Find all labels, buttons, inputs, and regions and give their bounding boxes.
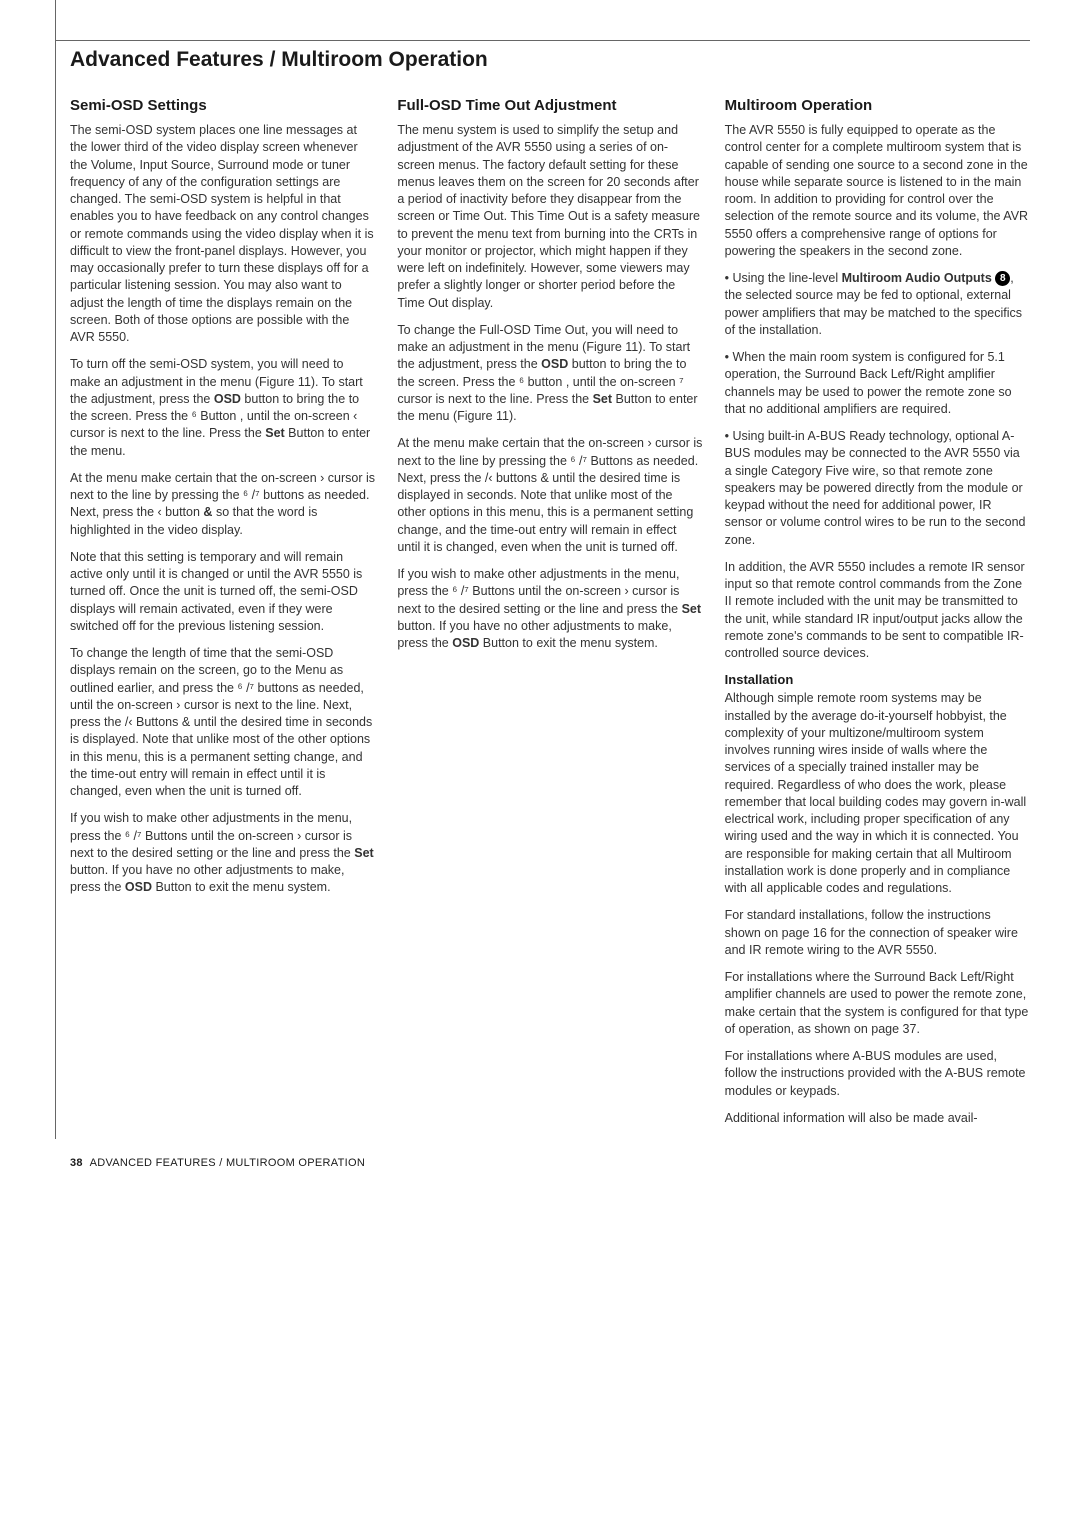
footer-text: ADVANCED FEATURES / MULTIROOM OPERATION xyxy=(90,1157,366,1169)
c1-p2: To turn off the semi-OSD system, you wil… xyxy=(70,356,375,460)
c2-p3: At the menu make certain that the on-scr… xyxy=(397,435,702,556)
c3-p5: In addition, the AVR 5550 includes a rem… xyxy=(725,559,1030,663)
c1-p4: Note that this setting is temporary and … xyxy=(70,549,375,635)
c2-p4: If you wish to make other adjustments in… xyxy=(397,566,702,652)
column-3: Multiroom Operation The AVR 5550 is full… xyxy=(725,97,1030,1127)
c2-p2: To change the Full-OSD Time Out, you wil… xyxy=(397,322,702,426)
column-1: Semi-OSD Settings The semi-OSD system pl… xyxy=(70,97,375,1127)
c3-p1: The AVR 5550 is fully equipped to operat… xyxy=(725,122,1030,260)
c3-p10: Additional information will also be made… xyxy=(725,1110,1030,1127)
c1-p5: To change the length of time that the se… xyxy=(70,645,375,800)
left-rule xyxy=(55,0,56,1139)
semi-osd-heading: Semi-OSD Settings xyxy=(70,97,375,114)
installation-heading: Installation xyxy=(725,672,1030,687)
full-osd-heading: Full-OSD Time Out Adjustment xyxy=(397,97,702,114)
column-2: Full-OSD Time Out Adjustment The menu sy… xyxy=(397,97,702,1127)
multiroom-heading: Multiroom Operation xyxy=(725,97,1030,114)
page-title: Advanced Features / Multiroom Operation xyxy=(70,40,1030,72)
page-number: 38 xyxy=(70,1157,83,1169)
c3-p7: For standard installations, follow the i… xyxy=(725,907,1030,959)
c3-p9: For installations where A-BUS modules ar… xyxy=(725,1048,1030,1100)
circled-8-icon: 8 xyxy=(995,271,1010,286)
c1-p1: The semi-OSD system places one line mess… xyxy=(70,122,375,346)
c3-p6: Although simple remote room systems may … xyxy=(725,690,1030,897)
c3-p3: • When the main room system is configure… xyxy=(725,349,1030,418)
content-columns: Semi-OSD Settings The semi-OSD system pl… xyxy=(70,97,1030,1127)
c2-p1: The menu system is used to simplify the … xyxy=(397,122,702,312)
c3-p2: • Using the line-level Multiroom Audio O… xyxy=(725,270,1030,339)
c3-p8: For installations where the Surround Bac… xyxy=(725,969,1030,1038)
c1-p6: If you wish to make other adjustments in… xyxy=(70,810,375,896)
footer: 38 ADVANCED FEATURES / MULTIROOM OPERATI… xyxy=(70,1157,1030,1169)
c3-p4: • Using built-in A-BUS Ready technology,… xyxy=(725,428,1030,549)
top-rule xyxy=(55,40,1030,41)
c1-p3: At the menu make certain that the on-scr… xyxy=(70,470,375,539)
